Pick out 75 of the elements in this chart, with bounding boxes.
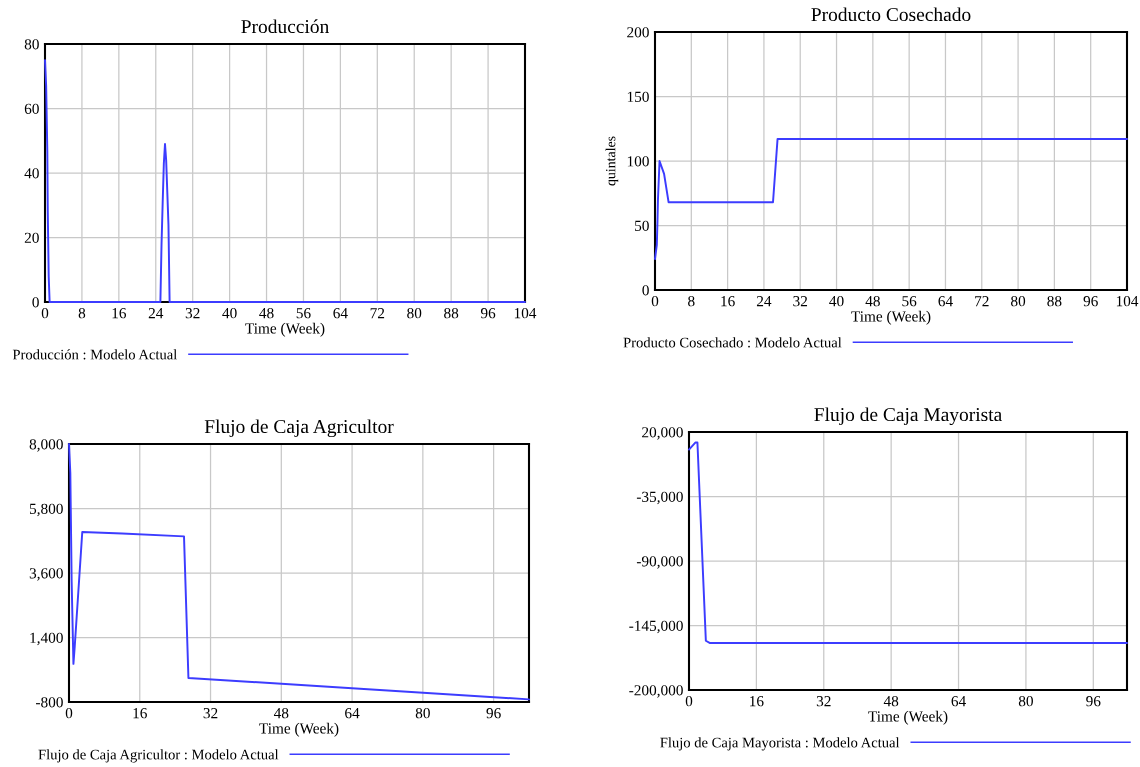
- y-tick-label: 100: [627, 156, 649, 167]
- x-tick-label: 88: [444, 308, 459, 319]
- chart-title: Flujo de Caja Mayorista: [814, 407, 1002, 426]
- x-tick-label: 80: [407, 308, 422, 319]
- x-axis-title: Time (Week): [868, 710, 948, 725]
- x-tick-label: 16: [112, 308, 127, 319]
- x-axis-title: Time (Week): [851, 310, 931, 325]
- text: Flujo de Caja Mayorista : Modelo Actual: [660, 737, 900, 751]
- y-tick-label: 3,600: [29, 568, 63, 581]
- x-tick-label: 80: [1011, 296, 1026, 307]
- x-axis-title: Time (Week): [245, 322, 325, 337]
- x-tick-label: 48: [883, 696, 899, 707]
- y-tick-label: -145,000: [629, 620, 683, 634]
- x-tick-label: 8: [78, 308, 86, 319]
- x-tick-label: 16: [133, 708, 147, 719]
- y-axis-title: quintales: [605, 136, 619, 186]
- x-tick-label: 64: [951, 696, 966, 707]
- x-tick-label: 56: [296, 308, 311, 319]
- y-tick-label: 50: [635, 220, 649, 231]
- line-series: [654, 138, 1128, 261]
- y-tick-label: 20,000: [642, 427, 683, 440]
- x-tick-label: 0: [65, 708, 73, 719]
- x-tick-label: 32: [793, 296, 808, 307]
- x-tick-label: 64: [345, 708, 360, 719]
- x-tick-label: 80: [415, 708, 430, 719]
- text: Producción : Modelo Actual: [12, 349, 177, 360]
- text: Producto Cosechado : Modelo Actual: [623, 337, 842, 348]
- line-series: [68, 443, 530, 701]
- x-tick-label: 80: [1018, 696, 1033, 707]
- x-tick-label: 24: [148, 308, 164, 319]
- x-tick-label: 32: [816, 696, 831, 707]
- x-tick-label: 24: [756, 296, 772, 307]
- y-tick-label: 0: [642, 285, 649, 296]
- y-tick-label: -90,000: [636, 556, 683, 569]
- y-tick-label: -35,000: [636, 491, 683, 505]
- chart-title: Flujo de Caja Agricultor: [204, 419, 394, 438]
- y-tick-label: -200,000: [629, 685, 683, 698]
- y-tick-label: 80: [24, 39, 39, 50]
- y-tick-label: 1,400: [30, 632, 63, 646]
- y-tick-label: 5,800: [29, 503, 63, 517]
- x-tick-label: 104: [1116, 296, 1139, 307]
- x-tick-label: 96: [1086, 696, 1101, 707]
- y-tick-label: 8,000: [29, 439, 63, 452]
- y-tick-label: 60: [24, 103, 39, 114]
- x-tick-label: 32: [185, 308, 200, 319]
- y-tick-label: 200: [627, 27, 649, 38]
- y-tick-label: 150: [627, 91, 649, 102]
- x-tick-label: 72: [370, 308, 385, 319]
- x-tick-label: 64: [938, 296, 953, 307]
- x-tick-label: 40: [222, 308, 237, 319]
- y-tick-label: 20: [24, 232, 39, 243]
- y-tick-label: -800: [36, 697, 63, 708]
- x-tick-label: 48: [865, 296, 880, 307]
- x-tick-label: 96: [486, 708, 501, 719]
- x-tick-label: 16: [750, 696, 764, 707]
- y-tick-label: 40: [24, 168, 39, 179]
- x-tick-label: 0: [685, 696, 693, 707]
- x-tick-label: 8: [688, 296, 695, 307]
- x-tick-label: 48: [259, 308, 274, 319]
- text: Flujo de Caja Agricultor : Modelo Actual: [38, 749, 279, 763]
- x-tick-label: 88: [1047, 296, 1062, 307]
- x-tick-label: 104: [514, 308, 537, 319]
- chart-title: Producto Cosechado: [811, 7, 971, 22]
- x-axis-title: Time (Week): [259, 722, 339, 737]
- x-tick-label: 96: [1083, 296, 1098, 307]
- x-tick-label: 96: [480, 308, 496, 319]
- x-tick-label: 72: [975, 296, 989, 307]
- line-series: [688, 441, 1128, 645]
- x-tick-label: 48: [273, 708, 289, 719]
- x-tick-label: 64: [333, 308, 348, 319]
- x-tick-label: 32: [203, 708, 218, 719]
- chart-title: Producción: [241, 19, 329, 34]
- x-tick-label: 56: [902, 296, 917, 307]
- x-tick-label: 16: [721, 296, 735, 307]
- x-tick-label: 40: [829, 296, 844, 307]
